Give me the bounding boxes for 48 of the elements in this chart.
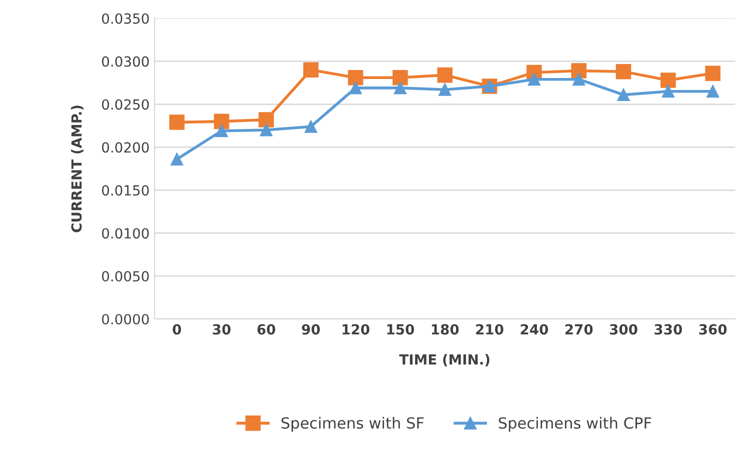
point (215, 124, 228, 138)
x-tick-label: 240 (520, 324, 548, 335)
x-tick-label: 90 (302, 324, 320, 335)
point (662, 85, 674, 98)
point (392, 70, 408, 86)
point (349, 82, 362, 94)
y-tick-label: 0.0000 (102, 314, 149, 324)
x-tick-label: 210 (476, 324, 504, 335)
x-tick-label: 60 (257, 324, 276, 335)
legend-label: Specimens with SF (282, 416, 424, 432)
point (303, 62, 319, 78)
point (438, 83, 452, 96)
point (706, 85, 720, 98)
y-tick-label: 0.0300 (102, 56, 149, 67)
point (348, 70, 364, 86)
point (260, 124, 272, 136)
x-tick-label: 30 (212, 324, 231, 335)
point (660, 72, 676, 88)
point (170, 152, 184, 166)
y-tick-label: 0.0250 (102, 99, 149, 110)
point (616, 64, 632, 80)
y-tick-label: 0.0100 (102, 228, 149, 239)
point (304, 120, 318, 133)
point (572, 73, 586, 86)
point (617, 88, 630, 102)
y-tick-label: 0.0200 (102, 142, 149, 153)
x-tick-label: 270 (565, 324, 593, 335)
point (528, 73, 540, 86)
point (394, 82, 406, 94)
x-tick-label: 180 (432, 324, 459, 335)
point (258, 112, 274, 128)
x-tick-label: 300 (610, 324, 638, 335)
y-tick-label: 0.0150 (102, 185, 149, 196)
x-tick-label: 330 (654, 324, 682, 335)
point (571, 63, 586, 78)
y-tick-label: 0.0050 (102, 271, 149, 282)
y-axis-title: CURRENT (AMP.) (71, 106, 84, 232)
x-tick-label: 120 (342, 324, 370, 335)
point (214, 114, 230, 130)
y-tick-label: 0.0350 (102, 13, 149, 24)
x-axis-title: TIME (MIN.) (399, 354, 490, 366)
x-tick-label: 150 (387, 324, 414, 335)
x-tick-label: 0 (172, 324, 182, 335)
legend-label: Specimens with CPF (498, 416, 652, 432)
point (437, 67, 452, 83)
x-tick-label: 360 (699, 324, 727, 335)
point (705, 66, 720, 81)
point (169, 114, 185, 130)
